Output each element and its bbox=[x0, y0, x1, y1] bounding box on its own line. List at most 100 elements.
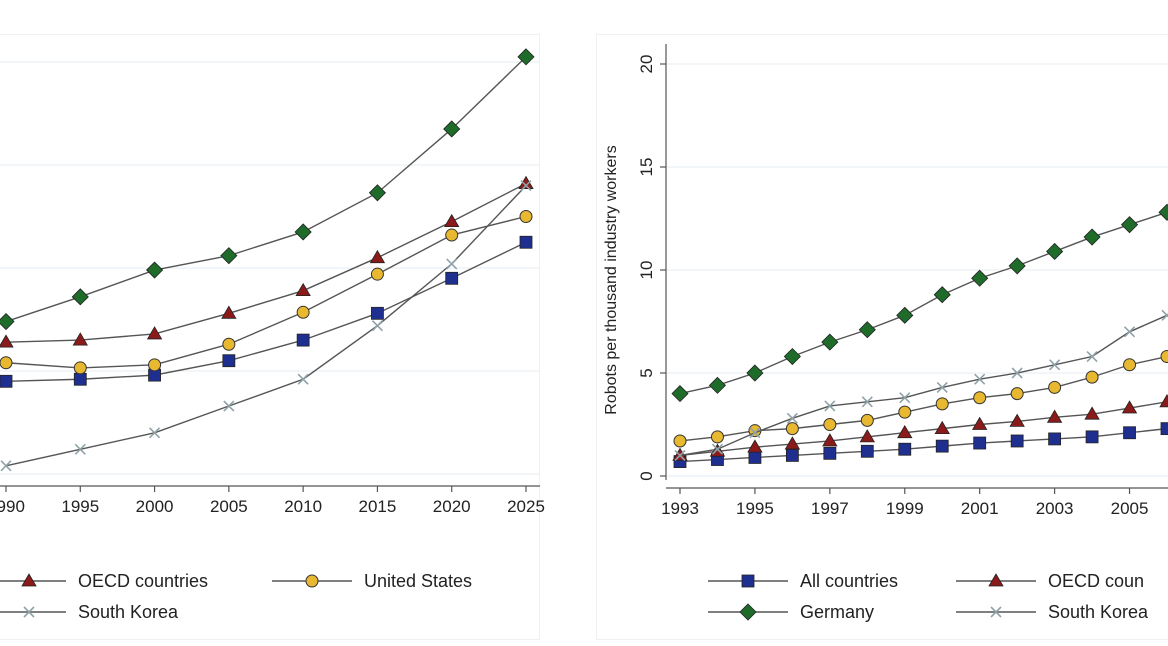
left-series-0 bbox=[0, 235, 533, 388]
left-data-point bbox=[0, 334, 14, 348]
left-legend-item: South Korea bbox=[0, 602, 179, 622]
right-x-tick-label: 1997 bbox=[811, 499, 849, 518]
right-data-point bbox=[674, 449, 686, 461]
left-data-point bbox=[371, 306, 384, 320]
left-data-point bbox=[148, 358, 162, 372]
right-data-point bbox=[858, 321, 876, 339]
left-series-line bbox=[5, 56, 527, 323]
right-y-tick-label: 10 bbox=[637, 261, 656, 280]
right-data-point bbox=[935, 439, 949, 453]
left-data-point bbox=[443, 120, 461, 138]
left-x-tick-label: 2025 bbox=[507, 497, 545, 516]
left-data-point-stroke bbox=[297, 373, 309, 385]
left-chart-frame bbox=[0, 34, 540, 640]
right-data-point bbox=[673, 434, 687, 448]
right-data-point bbox=[973, 436, 987, 450]
right-data-point bbox=[784, 436, 801, 450]
right-data-point-stroke bbox=[1161, 313, 1168, 321]
right-line-chart: 0 5 10 15 20 1993 1995 1997 1999 2001 2003 2005 Robo… bbox=[603, 44, 1168, 622]
right-data-point bbox=[1085, 370, 1099, 384]
right-chart-frame bbox=[596, 34, 1168, 640]
right-data-point bbox=[749, 427, 761, 439]
left-series-1 bbox=[0, 175, 534, 348]
left-data-point bbox=[296, 305, 310, 319]
left-data-point bbox=[520, 180, 532, 192]
right-data-point bbox=[1048, 432, 1062, 446]
right-data-point bbox=[1121, 400, 1138, 414]
right-data-point-stroke bbox=[1086, 350, 1098, 363]
right-data-point-stroke bbox=[1049, 359, 1061, 371]
right-legend-label: Germany bbox=[800, 602, 874, 622]
left-data-point-stroke bbox=[446, 258, 458, 270]
right-data-point bbox=[1010, 434, 1024, 448]
left-data-point bbox=[446, 258, 458, 270]
right-data-point bbox=[746, 364, 764, 382]
right-data-point-stroke bbox=[1123, 326, 1136, 338]
left-x-tick-label: 2005 bbox=[210, 497, 248, 516]
right-x-tick-label: 1993 bbox=[661, 499, 699, 518]
right-x-tick-label: 2003 bbox=[1036, 499, 1074, 518]
right-data-point-stroke bbox=[786, 412, 798, 424]
left-data-point bbox=[0, 374, 13, 388]
left-series-3 bbox=[0, 48, 535, 331]
right-data-point bbox=[1048, 380, 1062, 394]
left-data-point bbox=[223, 400, 235, 412]
left-legend-item: OECD countries bbox=[0, 571, 208, 591]
right-data-point bbox=[861, 396, 873, 408]
left-data-point bbox=[220, 247, 238, 265]
left-data-point bbox=[369, 249, 386, 264]
right-data-point bbox=[710, 430, 724, 444]
right-data-point bbox=[898, 405, 912, 419]
right-legend-marker bbox=[741, 574, 755, 588]
right-series-line bbox=[679, 401, 1168, 457]
right-data-point bbox=[785, 422, 799, 436]
left-data-point bbox=[444, 213, 460, 228]
left-legend-marker bbox=[23, 606, 35, 618]
left-data-point bbox=[368, 184, 386, 202]
left-data-point bbox=[445, 228, 459, 242]
right-data-point bbox=[933, 286, 951, 304]
right-data-point bbox=[1086, 350, 1098, 363]
right-data-point-stroke bbox=[936, 381, 948, 393]
right-legend-label: South Korea bbox=[1048, 602, 1149, 622]
right-data-point bbox=[935, 397, 949, 411]
left-data-point-stroke bbox=[149, 427, 161, 439]
left-data-point bbox=[222, 354, 236, 368]
right-data-point bbox=[1158, 203, 1168, 221]
right-series-line bbox=[679, 314, 1168, 457]
left-data-point bbox=[519, 235, 533, 249]
right-data-point-stroke bbox=[824, 400, 836, 412]
right-data-point-stroke bbox=[1011, 367, 1023, 379]
right-data-point-stroke bbox=[674, 449, 686, 461]
left-series-4 bbox=[0, 180, 532, 472]
right-y-tick-label: 20 bbox=[637, 55, 656, 74]
right-legend-marker-stroke bbox=[990, 606, 1002, 618]
right-data-point bbox=[1010, 387, 1024, 401]
right-data-point bbox=[1123, 358, 1137, 372]
right-data-point bbox=[1011, 367, 1023, 379]
left-line-chart: 1990 1995 2000 2005 2010 2015 2020 2025 OECD cou… bbox=[0, 48, 545, 622]
left-data-point-stroke bbox=[0, 460, 12, 472]
left-data-point bbox=[221, 305, 237, 319]
left-data-point bbox=[294, 223, 312, 241]
left-data-point bbox=[0, 356, 13, 370]
right-data-point bbox=[934, 420, 950, 435]
left-data-point bbox=[445, 271, 459, 285]
left-data-point bbox=[370, 267, 384, 281]
right-data-point bbox=[899, 392, 911, 404]
right-data-point bbox=[859, 429, 876, 443]
left-legend-label: OECD countries bbox=[78, 571, 208, 591]
left-data-point bbox=[222, 337, 236, 351]
right-data-point bbox=[1160, 422, 1168, 436]
right-data-point bbox=[1161, 309, 1168, 321]
left-data-point bbox=[297, 373, 309, 385]
right-data-point bbox=[897, 424, 913, 439]
right-data-point-stroke bbox=[749, 427, 761, 439]
right-data-point-stroke bbox=[974, 373, 986, 385]
right-data-point bbox=[1083, 228, 1101, 246]
left-data-point-stroke bbox=[371, 320, 383, 332]
right-data-point bbox=[1160, 350, 1168, 364]
left-data-point-stroke bbox=[520, 180, 532, 192]
left-data-point bbox=[71, 288, 89, 306]
right-y-tick-label: 15 bbox=[637, 158, 656, 177]
